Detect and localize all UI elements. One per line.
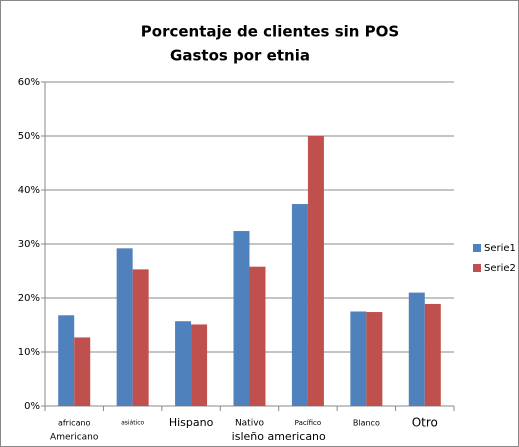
x-tick-label: africano — [58, 419, 91, 428]
x-tick-label: Blanco — [353, 419, 380, 428]
bar — [291, 204, 308, 406]
y-tick-label: 60% — [18, 77, 40, 88]
bar — [233, 231, 250, 406]
bar — [249, 266, 266, 406]
annotation: Americano — [50, 433, 99, 443]
y-tick-label: 40% — [18, 185, 40, 196]
bar — [366, 312, 383, 406]
bar — [350, 311, 367, 406]
bar — [116, 248, 133, 406]
bar — [424, 303, 441, 406]
chart-subtitle: Gastos por etnia — [170, 47, 310, 65]
x-tick-label: Hispano — [169, 416, 214, 429]
annotation: isleño americano — [232, 430, 326, 443]
bar — [58, 315, 75, 406]
legend-swatch — [473, 244, 481, 252]
legend-label: Serie1 — [484, 243, 516, 254]
x-tick-label: Nativo — [235, 419, 265, 429]
x-tick-label: asiático — [121, 420, 144, 427]
bar — [175, 321, 192, 406]
y-tick-label: 50% — [18, 131, 40, 142]
bar — [132, 269, 149, 406]
y-tick-label: 10% — [18, 347, 40, 358]
bar — [408, 292, 425, 406]
bar — [307, 136, 324, 406]
y-tick-label: 0% — [24, 401, 40, 412]
x-tick-label: Otro — [412, 416, 438, 430]
y-tick-label: 30% — [18, 239, 40, 250]
legend-label: Serie2 — [484, 263, 516, 274]
chart-title: Porcentaje de clientes sin POS — [141, 23, 399, 41]
y-tick-label: 20% — [18, 293, 40, 304]
bar — [191, 324, 208, 406]
x-tick-label: Pacífico — [295, 419, 322, 427]
bar — [74, 337, 91, 406]
legend-swatch — [473, 264, 481, 272]
